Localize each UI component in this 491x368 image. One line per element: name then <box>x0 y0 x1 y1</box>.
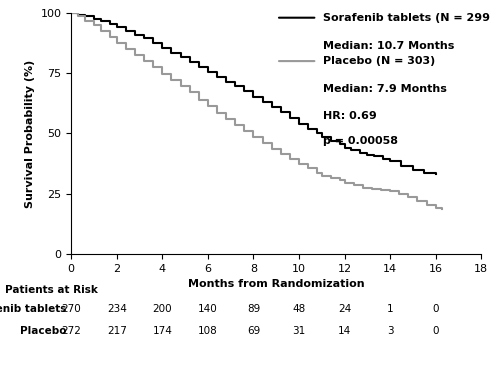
Text: Placebo (N = 303): Placebo (N = 303) <box>324 56 436 66</box>
Text: Patients at Risk: Patients at Risk <box>5 285 98 295</box>
Text: Placebo: Placebo <box>20 326 66 336</box>
Text: p = 0.00058: p = 0.00058 <box>324 136 398 146</box>
Text: 140: 140 <box>198 304 218 314</box>
Text: 108: 108 <box>198 326 218 336</box>
Text: 3: 3 <box>387 326 393 336</box>
Text: 14: 14 <box>338 326 351 336</box>
Text: 200: 200 <box>153 304 172 314</box>
Y-axis label: Survival Probability (%): Survival Probability (%) <box>25 59 35 208</box>
X-axis label: Months from Randomization: Months from Randomization <box>188 279 364 289</box>
Text: Sorafenib tablets: Sorafenib tablets <box>0 304 66 314</box>
Text: Median: 7.9 Months: Median: 7.9 Months <box>324 84 447 94</box>
Text: 89: 89 <box>247 304 260 314</box>
Text: HR: 0.69: HR: 0.69 <box>324 110 377 120</box>
Text: 1: 1 <box>387 304 393 314</box>
Text: 48: 48 <box>292 304 305 314</box>
Text: Median: 10.7 Months: Median: 10.7 Months <box>324 40 455 50</box>
Text: 272: 272 <box>61 326 81 336</box>
Text: 69: 69 <box>247 326 260 336</box>
Text: 270: 270 <box>61 304 81 314</box>
Text: Sorafenib tablets (N = 299): Sorafenib tablets (N = 299) <box>324 13 491 23</box>
Text: 0: 0 <box>433 304 439 314</box>
Text: 174: 174 <box>152 326 172 336</box>
Text: 31: 31 <box>292 326 305 336</box>
Text: 0: 0 <box>433 326 439 336</box>
Text: 234: 234 <box>107 304 127 314</box>
Text: 217: 217 <box>107 326 127 336</box>
Text: 24: 24 <box>338 304 351 314</box>
